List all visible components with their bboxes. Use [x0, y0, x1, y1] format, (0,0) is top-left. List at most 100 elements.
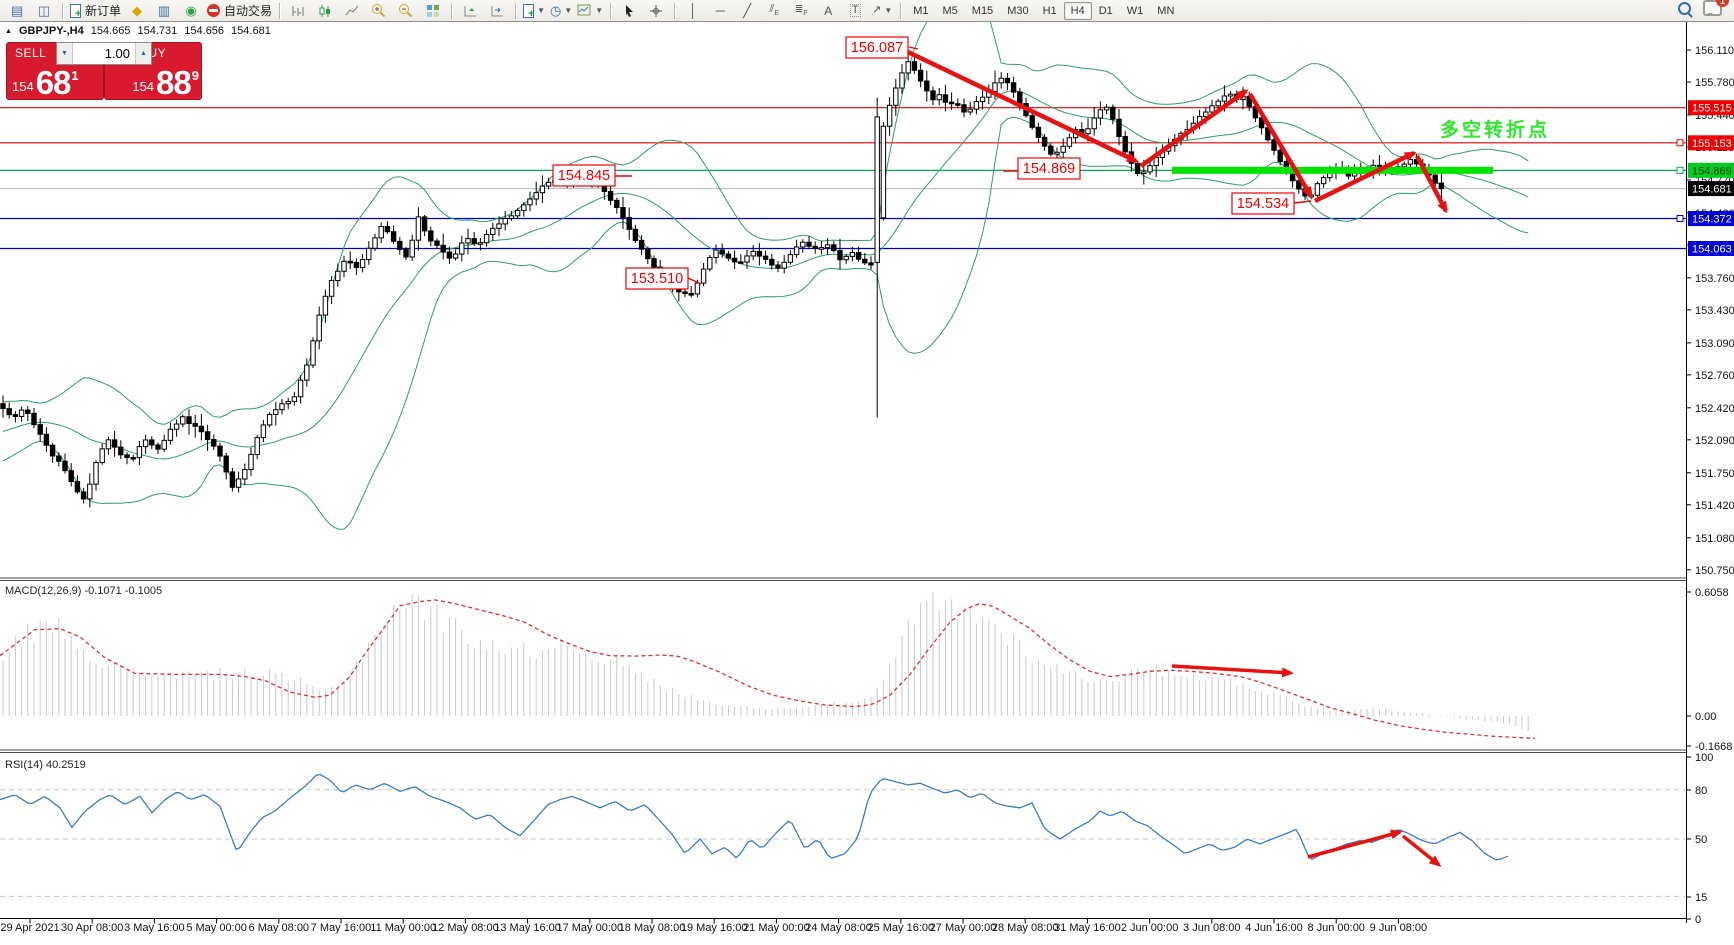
- volume-decrease-button[interactable]: ▼: [57, 43, 73, 64]
- price-annotation-box[interactable]: [625, 267, 689, 290]
- candle-body: [477, 242, 484, 245]
- periods-menu-button[interactable]: ◷ ▼: [548, 1, 574, 21]
- zoom-out-button[interactable]: [393, 1, 419, 21]
- line-handle[interactable]: [1676, 139, 1684, 147]
- autotrade-button[interactable]: 自动交易: [205, 1, 274, 21]
- charts-list-button[interactable]: ▤: [4, 1, 30, 21]
- candle-body: [911, 61, 918, 71]
- market-watch-button[interactable]: ▥: [151, 1, 177, 21]
- candle-body: [80, 491, 87, 500]
- rsi-trend-arrow[interactable]: [1401, 834, 1442, 867]
- price-annotation-box[interactable]: [1231, 192, 1295, 215]
- line-chart-type-button[interactable]: [339, 1, 365, 21]
- timeframe-button-H1[interactable]: H1: [1042, 4, 1057, 17]
- templates-menu-button[interactable]: ▼: [575, 1, 605, 21]
- line-handle[interactable]: [1676, 215, 1684, 223]
- new-order-button[interactable]: 新订单: [68, 1, 123, 21]
- search-button[interactable]: [1678, 1, 1691, 20]
- timeframe-button-W1[interactable]: W1: [1126, 4, 1144, 17]
- support-zone-bar[interactable]: [1172, 166, 1493, 174]
- collapse-triangle-icon[interactable]: ▲: [5, 27, 12, 35]
- candle-body: [242, 469, 248, 480]
- volume-increase-button[interactable]: ▲: [135, 43, 151, 64]
- rsi-trend-arrow[interactable]: [1307, 829, 1403, 859]
- macd-trend-arrow[interactable]: [1171, 664, 1294, 678]
- line-handle[interactable]: [1676, 166, 1684, 174]
- auto-scroll-button[interactable]: [457, 1, 483, 21]
- timeframe-button-M15[interactable]: M15: [971, 4, 994, 17]
- price-badge-text: 154.063: [1692, 243, 1732, 255]
- vertical-line-tool[interactable]: │: [689, 3, 698, 18]
- price-annotation-box[interactable]: [1017, 157, 1081, 180]
- candle-chart-type-button[interactable]: [312, 1, 338, 21]
- chart-shift-button[interactable]: [484, 1, 510, 21]
- timeframe-button-M5[interactable]: M5: [942, 4, 958, 17]
- candle-body: [403, 248, 409, 258]
- price-annotation-box[interactable]: [845, 36, 909, 59]
- candle-body: [173, 423, 180, 430]
- equidistant-channel-tool[interactable]: ⫽E: [769, 2, 779, 18]
- fibonacci-tool[interactable]: ≣F: [794, 3, 808, 17]
- candle-body: [155, 444, 161, 450]
- candle-body: [316, 314, 322, 342]
- candle-body: [930, 90, 936, 101]
- arrows-tool[interactable]: ↗ ▼: [872, 4, 893, 16]
- candle-body: [725, 253, 732, 259]
- zoom-out-icon: [399, 3, 413, 17]
- price-zigzag-arrow[interactable]: [1415, 154, 1448, 214]
- notifications-button[interactable]: 1: [1703, 0, 1729, 21]
- indicator-gold-button[interactable]: ◆: [124, 1, 150, 21]
- ohlc-low: 154.656: [184, 25, 225, 37]
- timeframe-button-H4[interactable]: H4: [1063, 1, 1092, 20]
- candle-body: [812, 245, 818, 249]
- window-list-icon: ▤: [10, 3, 24, 18]
- text-tool[interactable]: A: [824, 3, 833, 18]
- price-zigzag-arrow[interactable]: [1314, 150, 1417, 204]
- bar-chart-type-button[interactable]: [285, 1, 311, 21]
- crosshair-tool-button[interactable]: [643, 1, 669, 21]
- macd-signal-line: [0, 599, 1536, 740]
- candle-body: [545, 181, 552, 187]
- candle-body: [1097, 109, 1104, 119]
- horizontal-line-tool[interactable]: ─: [715, 3, 725, 18]
- tile-windows-button[interactable]: [420, 1, 446, 21]
- candle-body: [849, 251, 856, 257]
- candle-body: [378, 226, 384, 239]
- chart-window-button[interactable]: ◫: [31, 1, 57, 21]
- candle-body: [446, 251, 453, 259]
- zoom-in-button[interactable]: [366, 1, 392, 21]
- candle-body: [229, 471, 236, 488]
- text-label-tool[interactable]: T: [849, 4, 861, 17]
- candle-body: [1221, 95, 1228, 102]
- timeframe-button-MN[interactable]: MN: [1157, 4, 1175, 17]
- time-axis-label: 19 May 16:00: [681, 922, 748, 934]
- autotrade-label: 自动交易: [224, 4, 273, 18]
- candle-body: [223, 455, 229, 473]
- candle-body: [136, 446, 143, 459]
- volume-input[interactable]: [73, 43, 135, 64]
- price-zigzag-arrow[interactable]: [907, 49, 1139, 164]
- candle-body: [638, 239, 645, 250]
- timeframe-button-M1[interactable]: M1: [913, 4, 929, 17]
- toolbar: ▤ ◫ 新订单 ◆ ▥ ◉ 自动交易 ▼ ◷▼ ▼ │ ─ ╱: [0, 0, 1734, 22]
- candle-body: [1203, 111, 1209, 118]
- candle-body: [775, 264, 781, 269]
- price-axis-label: 153.090: [1695, 338, 1734, 350]
- timeframe-button-M30[interactable]: M30: [1007, 4, 1029, 17]
- price-zigzag-arrow[interactable]: [1248, 92, 1313, 199]
- trendline-tool[interactable]: ╱: [743, 3, 752, 18]
- price-zigzag-arrow[interactable]: [1139, 89, 1249, 168]
- candle-body: [837, 250, 843, 261]
- cursor-tool-button[interactable]: [616, 1, 642, 21]
- price-label-connector: [908, 46, 919, 50]
- signals-button[interactable]: ◉: [178, 1, 204, 21]
- candle-body: [719, 249, 725, 255]
- timeframe-button-D1[interactable]: D1: [1098, 4, 1113, 17]
- price-annotation-box[interactable]: [552, 164, 616, 187]
- candle-body: [731, 257, 738, 263]
- indicators-menu-button[interactable]: ▼: [521, 1, 547, 21]
- candle-body: [105, 439, 112, 450]
- candle-body: [948, 101, 955, 105]
- chinese-note-annotation[interactable]: 多空转折点: [1440, 118, 1550, 141]
